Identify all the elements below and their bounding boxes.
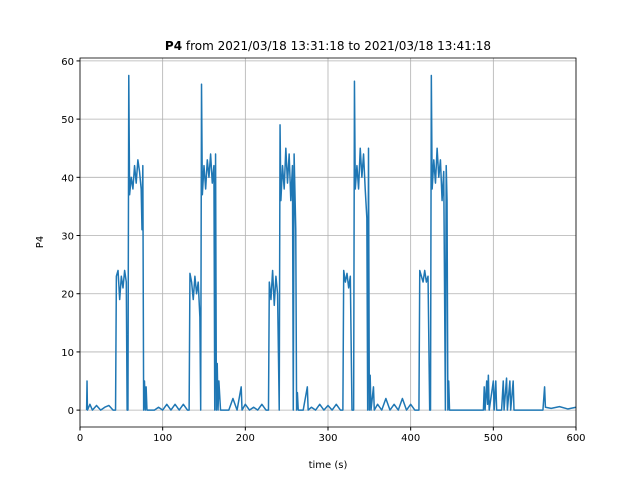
x-tick-label: 600 [566,433,585,444]
x-tick-label: 500 [484,433,503,444]
y-axis-label: P4 [35,236,46,248]
x-tick-label: 100 [153,433,172,444]
chart-title: P4 from 2021/03/18 13:31:18 to 2021/03/1… [165,39,491,53]
y-tick-label: 60 [61,57,74,68]
x-tick-label: 0 [77,433,83,444]
y-tick-label: 20 [61,290,74,301]
data-line [85,74,577,411]
plot-frame [79,57,577,428]
y-tick-label: 0 [68,406,74,417]
x-tick-label: 200 [236,433,255,444]
y-tick-label: 30 [61,232,74,243]
x-tick-label: 300 [318,433,337,444]
y-tick-label: 40 [61,173,74,184]
x-tick-label: 400 [401,433,420,444]
title-text: from 2021/03/18 13:31:18 to 2021/03/18 1… [186,39,491,53]
y-tick-label: 50 [61,115,74,126]
title-bold: P4 [165,39,182,53]
x-axis-label: time (s) [309,460,348,471]
y-tick-label: 10 [61,348,74,359]
